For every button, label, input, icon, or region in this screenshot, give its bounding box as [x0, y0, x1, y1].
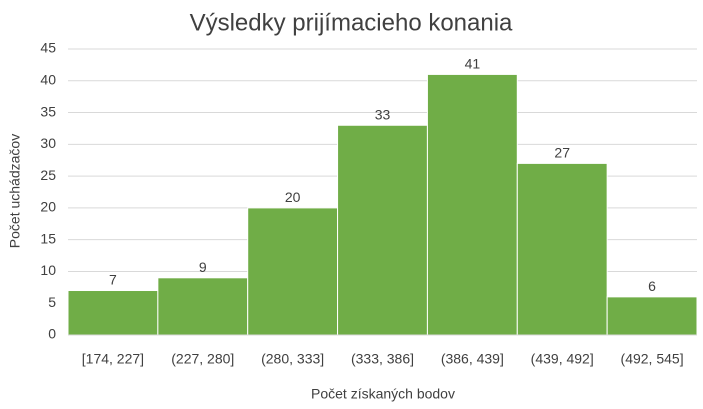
x-tick-label: (333, 386] [351, 351, 414, 367]
data-label: 6 [648, 278, 656, 294]
y-tick-label: 35 [40, 103, 56, 119]
y-tick-label: 25 [40, 167, 56, 183]
data-label: 7 [109, 272, 117, 288]
y-axis-title: Počet uchádzačov [7, 134, 23, 248]
data-label: 41 [465, 55, 481, 71]
y-tick-label: 40 [40, 71, 56, 87]
data-label: 9 [199, 259, 207, 275]
bar [67, 290, 159, 336]
bar [606, 296, 698, 336]
bar [516, 162, 608, 336]
x-axis-ticks: [174, 227] (227, 280] (280, 333] (333, 386]… [82, 351, 684, 367]
x-tick-label: [174, 227] [82, 351, 144, 367]
data-label: 20 [285, 189, 301, 205]
x-tick-label: (227, 280] [171, 351, 234, 367]
bar [337, 124, 428, 336]
y-tick-label: 30 [40, 135, 56, 151]
bars [67, 73, 698, 336]
data-label: 27 [554, 144, 570, 160]
bar [247, 207, 339, 336]
x-tick-label: (280, 333] [261, 351, 324, 367]
y-tick-label: 5 [48, 294, 56, 310]
chart-title: Výsledky prijímacieho konania [190, 9, 513, 36]
y-tick-label: 20 [40, 199, 56, 215]
x-tick-label: (439, 492] [531, 351, 594, 367]
data-label: 33 [375, 106, 391, 122]
y-tick-label: 15 [40, 230, 56, 246]
data-labels: 7 9 20 33 41 27 6 [109, 55, 656, 293]
bar [426, 73, 518, 336]
y-tick-label: 10 [40, 262, 56, 278]
x-axis-title: Počet získaných bodov [311, 386, 455, 402]
x-tick-label: (386, 439] [441, 351, 504, 367]
y-tick-label: 0 [48, 326, 56, 342]
bar [157, 277, 249, 336]
x-tick-label: (492, 545] [621, 351, 684, 367]
y-axis-ticks: 0 5 10 15 20 25 30 35 40 45 [40, 40, 56, 342]
y-tick-label: 45 [40, 40, 56, 56]
